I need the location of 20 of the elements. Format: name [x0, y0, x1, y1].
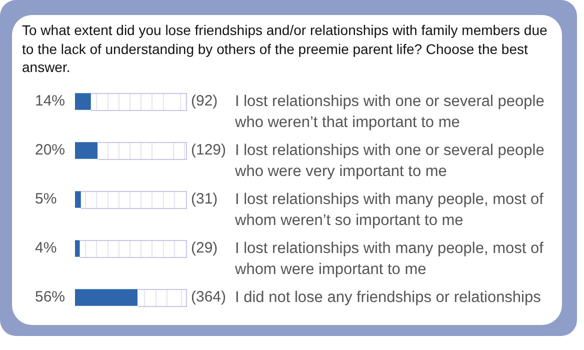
text: (31) — [191, 190, 218, 208]
bar — [75, 142, 98, 159]
text: To what extent did you lose friendships and/or relationships with family members due to the lack of understanding by others of the preemie parent life? Choose the best answer. — [22, 21, 548, 76]
bar — [75, 191, 81, 208]
data-label: 5% — [35, 190, 57, 208]
y-tick-label: I lost relationships with many people, most of whom were important to me — [234, 240, 544, 278]
text: (92) — [191, 92, 218, 110]
data-label: 14% — [35, 92, 66, 110]
y-tick-label: I did not lose any friendships or relationships — [235, 288, 542, 306]
y-tick-label: I lost relationships with one or several people who weren’t that important to me — [234, 92, 544, 131]
y-tick-label: I lost relationships with many people, most of whom weren’t so important to me — [234, 190, 544, 229]
y-tick-label: I lost relationships with one or several people who were very important to me — [234, 142, 544, 180]
data-label: 56% — [35, 288, 66, 306]
data-label: 4% — [35, 240, 57, 257]
data-label: 20% — [35, 142, 66, 159]
text: (364) — [191, 288, 226, 306]
bar — [75, 240, 80, 257]
text: (29) — [191, 240, 218, 257]
text: (129) — [191, 142, 226, 159]
bar — [75, 93, 91, 110]
